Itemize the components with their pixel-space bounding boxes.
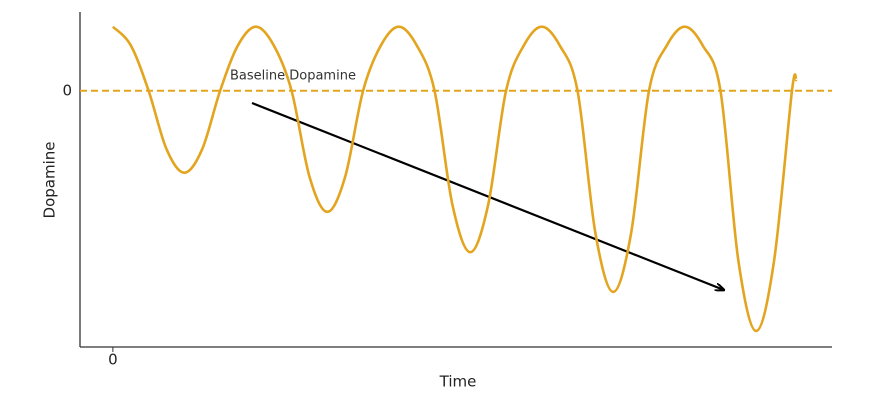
dopamine-line <box>111 25 798 333</box>
x-axis-label: Time <box>439 373 477 391</box>
trend-arrow <box>251 101 724 290</box>
annotation: Baseline Dopamine <box>230 69 356 84</box>
y-tick-label: 0 <box>62 81 72 99</box>
y-axis-label: Dopamine <box>41 142 59 219</box>
x-tick-label: 0 <box>108 351 118 369</box>
